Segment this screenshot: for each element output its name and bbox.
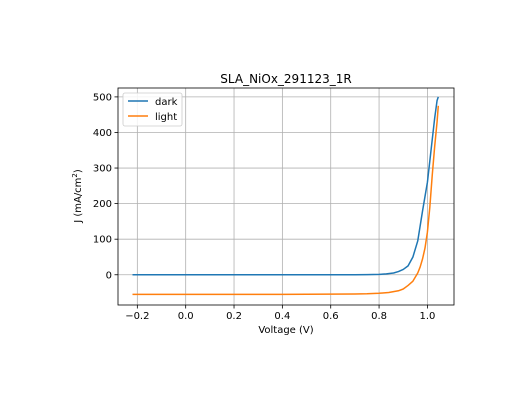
y-tick-label: 500 (93, 92, 112, 103)
y-tick-label: 100 (93, 235, 112, 246)
x-tick-label: −0.2 (125, 311, 149, 322)
y-axis-label: J (mA/cm2) (71, 169, 84, 224)
plot-series (132, 96, 440, 296)
plot-area-frame (117, 87, 455, 306)
legend-label-dark: dark (155, 97, 178, 108)
x-tick-label: 0.4 (274, 311, 290, 322)
chart-title: SLA_NiOx_291123_1R (220, 72, 351, 86)
legend: dark light (122, 92, 183, 127)
y-axis-label-end: ) (73, 169, 84, 173)
y-tick-label: 0 (106, 270, 112, 281)
y-tick-label: 300 (93, 164, 112, 175)
x-tick-label: 0.0 (178, 311, 194, 322)
x-axis-ticks: −0.2 0.0 0.2 0.4 0.6 0.8 1.0 (125, 305, 435, 322)
legend-label-light: light (155, 112, 177, 123)
y-axis-label-main: J (mA/cm (73, 178, 84, 224)
x-tick-label: 0.6 (323, 311, 339, 322)
x-axis-label: Voltage (V) (258, 325, 313, 336)
y-tick-label: 200 (93, 199, 112, 210)
y-axis-ticks: 0 100 200 300 400 500 (93, 92, 118, 281)
x-tick-label: 0.2 (226, 311, 242, 322)
x-tick-label: 1.0 (419, 311, 435, 322)
y-tick-label: 400 (93, 128, 112, 139)
y-axis-label-superscript: 2 (71, 173, 79, 177)
series-line-light (132, 105, 440, 296)
series-line-dark (132, 96, 440, 276)
x-tick-label: 0.8 (371, 311, 387, 322)
